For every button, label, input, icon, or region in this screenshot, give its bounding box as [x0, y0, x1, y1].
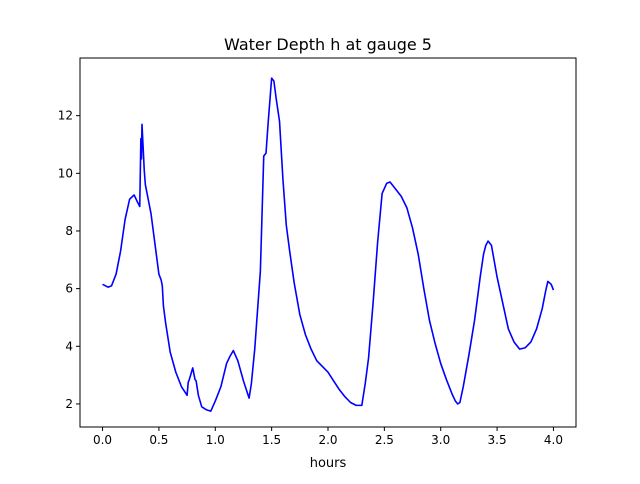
x-axis-label: hours — [310, 456, 347, 471]
y-tick-label: 8 — [65, 224, 73, 238]
x-tick-label: 2.0 — [318, 433, 337, 447]
plot-area — [102, 77, 555, 412]
x-tick-label: 4.0 — [544, 433, 563, 447]
chart-title: Water Depth h at gauge 5 — [224, 35, 432, 54]
y-tick-label: 2 — [65, 397, 73, 411]
y-tick-label: 4 — [65, 339, 73, 353]
x-tick-label: 1.0 — [206, 433, 225, 447]
axes: 0.0 0.5 1.0 1.5 2.0 2.5 3.0 3.5 4.0 2 4 6 8 10 12 — [58, 57, 577, 447]
series-line-0 — [102, 77, 555, 412]
x-tick-label: 2.5 — [375, 433, 394, 447]
x-tick-label: 1.5 — [262, 433, 281, 447]
y-tick-label: 6 — [65, 282, 73, 296]
x-tick-label: 0.0 — [93, 433, 112, 447]
x-tick-label: 3.5 — [488, 433, 507, 447]
y-tick-label: 10 — [58, 166, 73, 180]
y-tick-label: 12 — [58, 109, 73, 123]
x-tick-label: 3.0 — [431, 433, 450, 447]
x-tick-label: 0.5 — [149, 433, 168, 447]
